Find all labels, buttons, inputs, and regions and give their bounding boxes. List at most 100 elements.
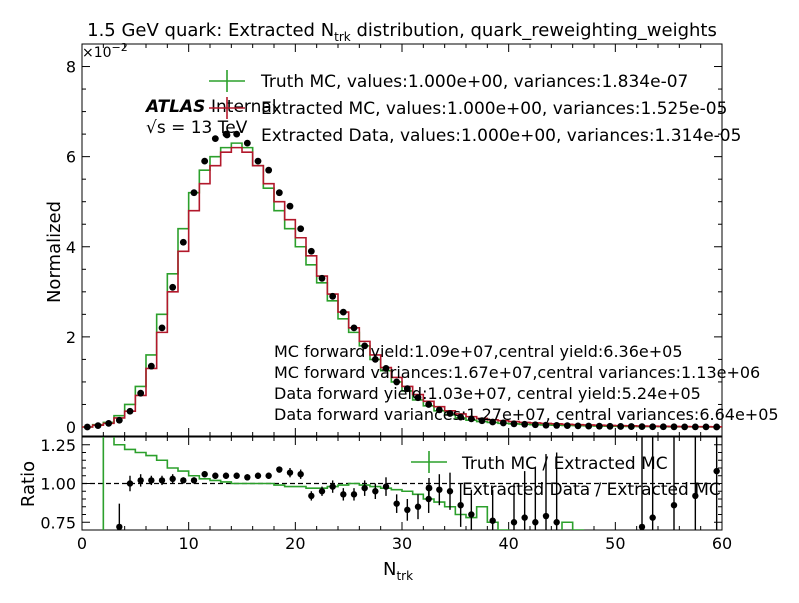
data-point <box>137 389 145 397</box>
x-axis-label: Ntrk <box>383 559 413 583</box>
ratio-data-point <box>244 474 251 481</box>
ratio-axis-frame <box>81 436 723 531</box>
data-point <box>169 283 177 291</box>
data-point <box>126 407 134 415</box>
data-point <box>297 225 305 233</box>
data-point <box>553 422 561 429</box>
data-point <box>521 420 529 428</box>
data-point <box>254 157 262 165</box>
ratio-data-point <box>553 519 560 526</box>
data-point <box>265 166 273 174</box>
x-tick-label: 10 <box>178 534 198 553</box>
y-axis-multiplier-exponent: −2 <box>112 41 128 54</box>
data-point <box>339 308 347 316</box>
ratio-data-point <box>521 514 528 521</box>
data-point <box>275 189 283 197</box>
data-point <box>681 423 689 431</box>
ratio-truth-step <box>102 437 585 530</box>
data-point <box>371 356 379 363</box>
data-point <box>457 413 465 421</box>
data-point <box>510 420 518 428</box>
data-point <box>94 422 102 430</box>
ratio-legend-entry: Truth MC / Extracted MC <box>461 454 668 474</box>
ratio-data-point <box>286 469 294 476</box>
ratio-data-point <box>116 523 123 530</box>
ratio-data-point <box>510 519 518 526</box>
ratio-data-point <box>393 500 400 507</box>
data-point <box>489 418 497 426</box>
ratio-data-point <box>457 502 464 509</box>
ratio-data-point <box>190 477 198 484</box>
ratio-data-point <box>126 480 134 487</box>
data-point <box>307 247 315 255</box>
data-point <box>478 417 486 425</box>
ratio-data-point <box>297 471 304 478</box>
data-point <box>659 423 667 431</box>
ratio-data-point <box>361 484 368 492</box>
data-point <box>435 406 443 414</box>
legend-entry: Truth MC, values:1.000e+00, variances:1.… <box>260 72 688 92</box>
ratio-data-point <box>201 471 208 478</box>
ratio-series-layer <box>102 437 720 530</box>
series-extracted-mc-step <box>82 146 722 428</box>
x-tick-label: 40 <box>498 534 518 553</box>
ratio-data-point <box>350 491 358 498</box>
data-point <box>318 274 326 282</box>
legend-entry: Extracted Data, values:1.000e+00, varian… <box>261 126 741 146</box>
chart-title-suffix: distribution, quark_reweighting_weights <box>351 20 717 41</box>
ratio-data-point <box>468 511 475 518</box>
data-point <box>201 157 209 165</box>
data-point <box>670 423 678 431</box>
data-point <box>190 189 198 197</box>
ratio-data-point <box>649 514 656 521</box>
data-point <box>542 421 550 429</box>
x-tick-label: 50 <box>605 534 625 553</box>
ratio-data-point <box>148 477 155 484</box>
data-point <box>702 423 710 431</box>
yield-annotation: MC forward yield:1.09e+07,central yield:… <box>274 342 683 361</box>
data-point <box>649 423 657 431</box>
ratio-data-point <box>233 472 240 479</box>
legend-entry: Extracted MC, values:1.000e+00, variance… <box>261 99 727 119</box>
ratio-data-point <box>414 503 422 510</box>
data-point <box>425 401 433 408</box>
ratio-data-point <box>670 502 678 509</box>
data-point <box>105 419 113 427</box>
data-point <box>713 423 721 431</box>
ratio-data-point <box>212 472 219 479</box>
ratio-data-point <box>318 488 326 495</box>
ratio-data-point <box>382 483 390 490</box>
data-point <box>403 385 411 393</box>
data-point <box>83 423 91 431</box>
data-point <box>563 422 571 430</box>
y-tick-label: 0 <box>66 418 76 437</box>
yield-annotation: Data forward yield:1.03e+07, central yie… <box>274 384 701 403</box>
data-point <box>382 365 390 372</box>
ratio-data-point <box>692 492 699 500</box>
x-tick-label: 60 <box>712 534 732 553</box>
main-series-layer <box>82 130 722 431</box>
x-tick-label: 0 <box>77 534 87 553</box>
chart-title: 1.5 GeV quark: Extracted Ntrk distributi… <box>87 20 717 44</box>
ratio-tick-label: 1.25 <box>40 436 76 455</box>
ratio-data-point <box>308 492 315 500</box>
y-tick-label: 2 <box>66 328 76 347</box>
data-point <box>211 135 219 143</box>
data-point <box>606 422 614 430</box>
ratio-data-point <box>222 472 230 479</box>
ratio-data-point <box>254 472 262 479</box>
yield-annotation: Data forward variances:1.27e+07, central… <box>274 405 779 424</box>
data-point <box>691 423 699 431</box>
y-tick-label: 6 <box>66 148 76 167</box>
ratio-data-point <box>404 506 411 514</box>
ratio-data-point <box>180 477 187 484</box>
ratio-data-point <box>372 488 379 495</box>
energy-label: √s = 13 TeV <box>146 118 248 138</box>
ratio-data-point <box>542 512 550 520</box>
y-tick-label: 4 <box>66 238 76 257</box>
ratio-data-point <box>158 477 166 484</box>
ratio-data-point <box>489 517 496 524</box>
data-point <box>617 423 625 430</box>
data-point <box>393 378 401 386</box>
